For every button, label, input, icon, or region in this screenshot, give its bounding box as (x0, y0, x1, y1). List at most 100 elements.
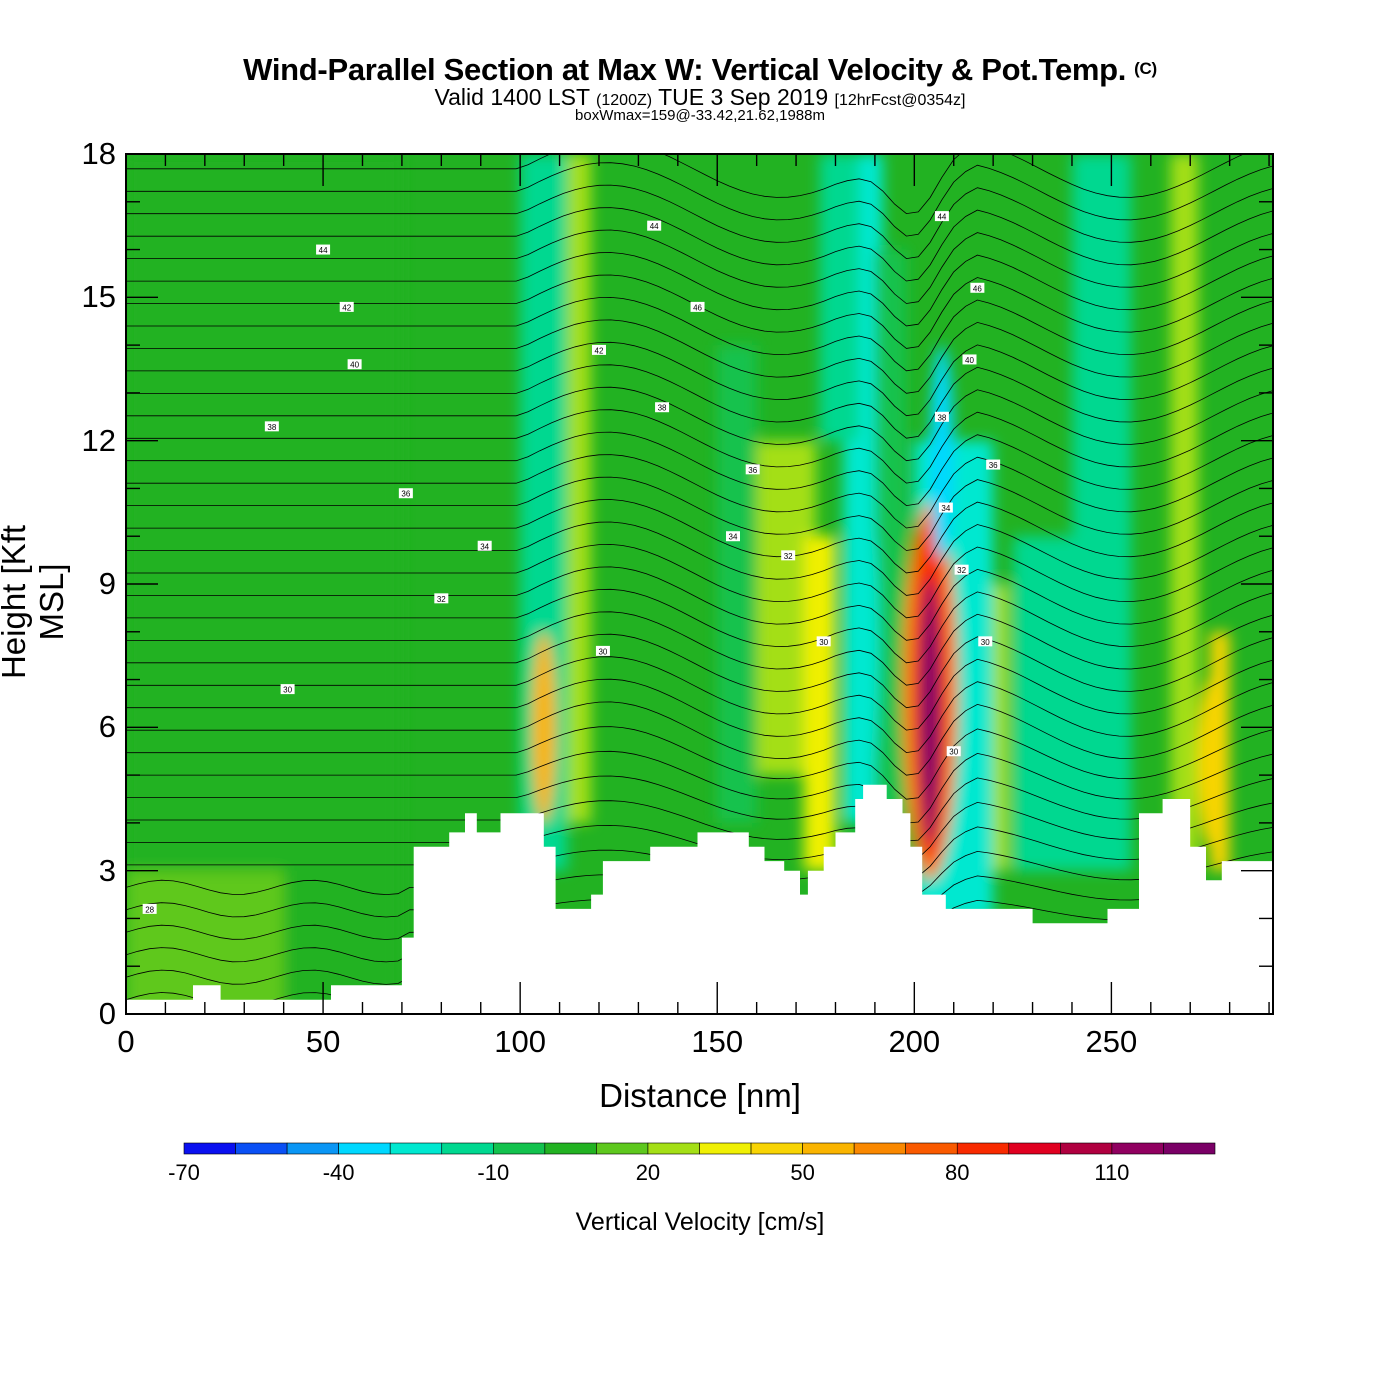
contour-label-text: 30 (598, 647, 607, 656)
colorbar-label: Vertical Velocity [cm/s] (575, 1208, 825, 1236)
contour-label-17: 30 (816, 636, 831, 647)
valid-utc: (1200Z) (596, 92, 653, 109)
x-tick-label: 250 (1085, 1024, 1138, 1059)
chart-subtitle: Valid 1400 LST (1200Z) TUE 3 Sep 2019 [1… (0, 84, 1400, 111)
contour-label-25: 30 (978, 636, 993, 647)
contour-label-bg (434, 593, 449, 604)
colorbar-swatch (647, 1142, 700, 1155)
contour-label-bg (745, 464, 760, 475)
colorbar-swatch (286, 1142, 339, 1155)
y-axis-label: Height [Kft MSL] (0, 524, 70, 680)
contour-label-text: 46 (693, 303, 702, 312)
contour-label-bg (477, 540, 492, 551)
contour-label-text: 32 (957, 566, 966, 575)
theta-contour-20 (126, 521, 1273, 596)
contour-label-26: 30 (946, 746, 961, 757)
y-tick-label: 18 (81, 136, 116, 171)
contour-label-text: 44 (937, 213, 946, 222)
field-streak-3 (717, 345, 757, 823)
contour-label-text: 30 (981, 638, 990, 647)
theta-contour-18 (126, 566, 1273, 641)
contour-label-3: 38 (264, 421, 279, 432)
theta-contour-36 (126, 162, 1273, 237)
contour-label-text: 30 (949, 748, 958, 757)
contour-label-bg (816, 636, 831, 647)
contour-label-19: 46 (970, 282, 985, 293)
field-streak-7 (874, 249, 907, 871)
contour-label-text: 30 (819, 638, 828, 647)
contour-label-bg (316, 244, 331, 255)
colorbar-swatch (1111, 1142, 1164, 1155)
theta-contour-27 (126, 364, 1273, 439)
colorbar (183, 1142, 1216, 1155)
theta-contour-35 (126, 184, 1273, 260)
contour-label-text: 42 (342, 303, 351, 312)
contour-label-bg (655, 402, 670, 413)
colorbar-swatch (441, 1142, 494, 1155)
contour-label-text: 36 (989, 461, 998, 470)
axis-ticks (125, 153, 1273, 1015)
colorbar-tick-label: 20 (635, 1160, 661, 1185)
contour-label-text: 44 (650, 222, 659, 231)
contour-label-text: 38 (937, 413, 946, 422)
potential-temperature-contours (126, 154, 1273, 1008)
colorbar-swatch (389, 1142, 443, 1155)
contour-label-8: 28 (142, 903, 157, 914)
contour-label-18: 44 (934, 211, 949, 222)
colorbar-swatch (956, 1142, 1010, 1155)
contour-label-text: 38 (267, 423, 276, 432)
contour-label-bg (347, 359, 362, 370)
colorbar-swatch (905, 1142, 958, 1155)
chart-title: Wind-Parallel Section at Max W: Vertical… (243, 52, 1157, 87)
theta-contour-9 (126, 775, 1273, 842)
updraft-core (920, 577, 941, 846)
theta-contour-23 (126, 454, 1273, 529)
colorbar-swatch (699, 1142, 752, 1155)
theta-contour-32 (126, 252, 1273, 327)
contour-labels: 44 42 40 38 36 34 32 30 28 44 46 42 38 36 34 32 30 30 44 46… (142, 211, 1001, 914)
x-tick-label: 200 (888, 1024, 941, 1059)
y-tick-label: 0 (98, 996, 116, 1031)
theta-contour-29 (126, 319, 1273, 394)
theta-contour-37 (126, 154, 1245, 215)
colorbar-swatch (544, 1142, 597, 1155)
contour-label-0: 44 (316, 244, 331, 255)
contour-label-bg (986, 459, 1001, 470)
contour-label-bg (934, 411, 949, 422)
colorbar-swatch (338, 1142, 391, 1155)
colorbar-tick-label: 50 (790, 1160, 815, 1185)
contour-label-text: 34 (941, 504, 950, 513)
contour-label-12: 38 (655, 402, 670, 413)
theta-contour-19 (126, 543, 1273, 619)
colorbar-swatch (750, 1142, 803, 1155)
colorbar-swatch (802, 1142, 855, 1155)
contour-label-bg (264, 421, 279, 432)
colorbar-swatch (492, 1142, 546, 1155)
contour-label-1: 42 (339, 301, 354, 312)
contour-label-text: 38 (658, 404, 667, 413)
colorbar-swatch (1008, 1142, 1061, 1155)
contour-label-bg (595, 645, 610, 656)
field-streak-8 (819, 154, 860, 441)
contour-label-bg (398, 488, 413, 499)
theta-contour-13 (126, 678, 1273, 754)
velocity-field (126, 154, 1230, 1014)
y-tick-label: 12 (81, 422, 116, 458)
contour-label-bg (970, 282, 985, 293)
contour-label-2: 40 (347, 359, 362, 370)
contour-label-22: 36 (986, 459, 1001, 470)
contour-label-text: 28 (145, 905, 154, 914)
theta-contour-17 (126, 588, 1273, 664)
contour-label-bg (726, 531, 741, 542)
valid-date: TUE 3 Sep 2019 (658, 84, 829, 110)
contour-label-20: 40 (962, 354, 977, 365)
contour-label-13: 36 (745, 464, 760, 475)
contour-label-bg (591, 344, 606, 355)
contour-label-15: 32 (781, 550, 796, 561)
contour-label-bg (280, 684, 295, 695)
feature-4 (1197, 679, 1222, 847)
valid-prefix: Valid 1400 LST (434, 84, 590, 110)
x-tick-label: 0 (117, 1024, 135, 1059)
field-streak-11 (1071, 154, 1132, 871)
theta-contour-24 (126, 431, 1273, 507)
